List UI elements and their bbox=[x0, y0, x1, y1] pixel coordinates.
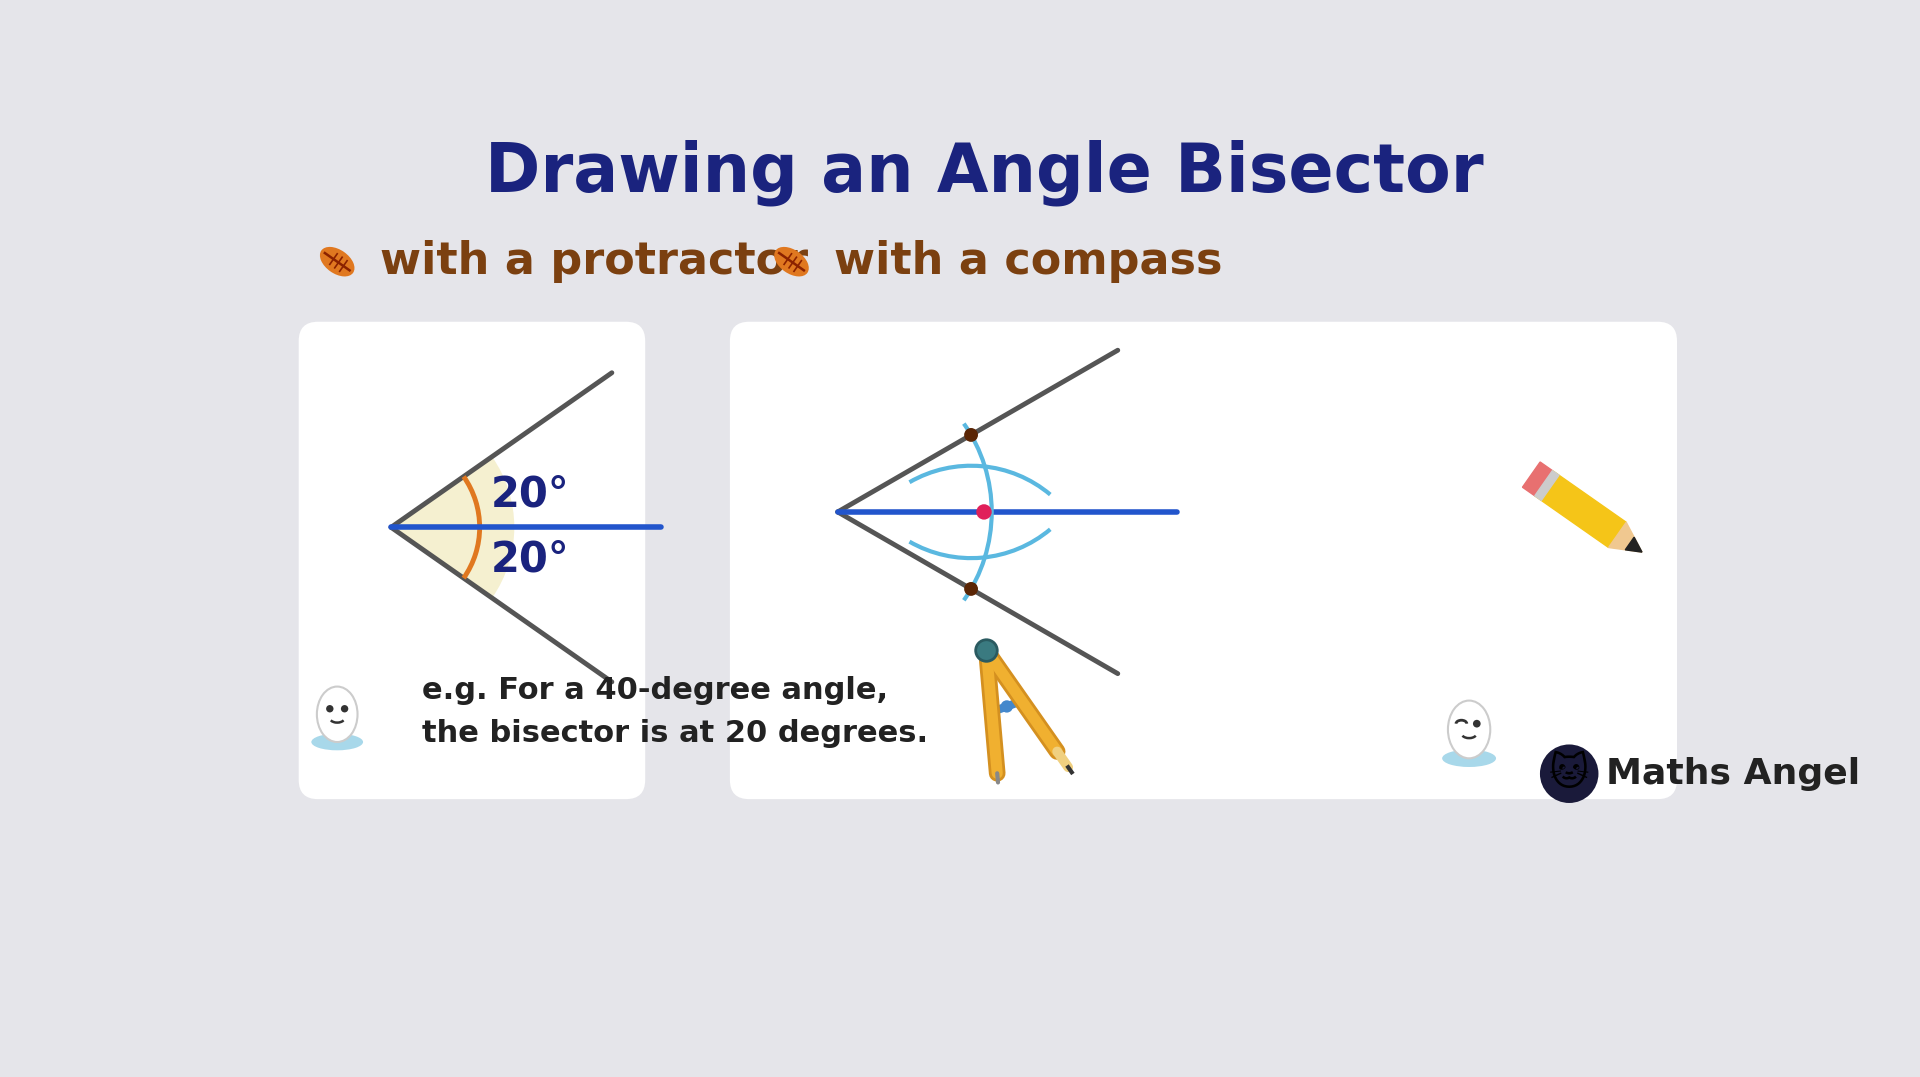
Circle shape bbox=[326, 705, 334, 713]
FancyBboxPatch shape bbox=[300, 322, 645, 799]
Polygon shape bbox=[1523, 462, 1553, 495]
Polygon shape bbox=[1534, 471, 1626, 547]
Text: with a protractor: with a protractor bbox=[380, 240, 808, 283]
Ellipse shape bbox=[317, 686, 357, 742]
Text: 20°: 20° bbox=[492, 538, 570, 581]
Text: Maths Angel: Maths Angel bbox=[1607, 757, 1860, 791]
Circle shape bbox=[964, 428, 977, 442]
Polygon shape bbox=[1534, 471, 1559, 501]
Wedge shape bbox=[392, 457, 515, 598]
Text: e.g. For a 40-degree angle,
the bisector is at 20 degrees.: e.g. For a 40-degree angle, the bisector… bbox=[422, 676, 927, 749]
Circle shape bbox=[975, 504, 993, 519]
Ellipse shape bbox=[1442, 750, 1496, 767]
Circle shape bbox=[975, 640, 996, 661]
Circle shape bbox=[1000, 700, 1014, 713]
Text: 🐱: 🐱 bbox=[1549, 755, 1590, 793]
Circle shape bbox=[964, 582, 977, 596]
Text: 20°: 20° bbox=[492, 474, 570, 516]
Circle shape bbox=[1540, 744, 1599, 803]
Ellipse shape bbox=[774, 247, 808, 277]
FancyBboxPatch shape bbox=[730, 322, 1676, 799]
Circle shape bbox=[1473, 719, 1480, 728]
Text: Drawing an Angle Bisector: Drawing an Angle Bisector bbox=[484, 140, 1484, 207]
Text: with a compass: with a compass bbox=[833, 240, 1223, 283]
Circle shape bbox=[342, 705, 348, 713]
Ellipse shape bbox=[321, 247, 355, 277]
Ellipse shape bbox=[311, 733, 363, 751]
Polygon shape bbox=[1626, 537, 1642, 553]
Polygon shape bbox=[1609, 522, 1642, 553]
Ellipse shape bbox=[1448, 700, 1490, 758]
